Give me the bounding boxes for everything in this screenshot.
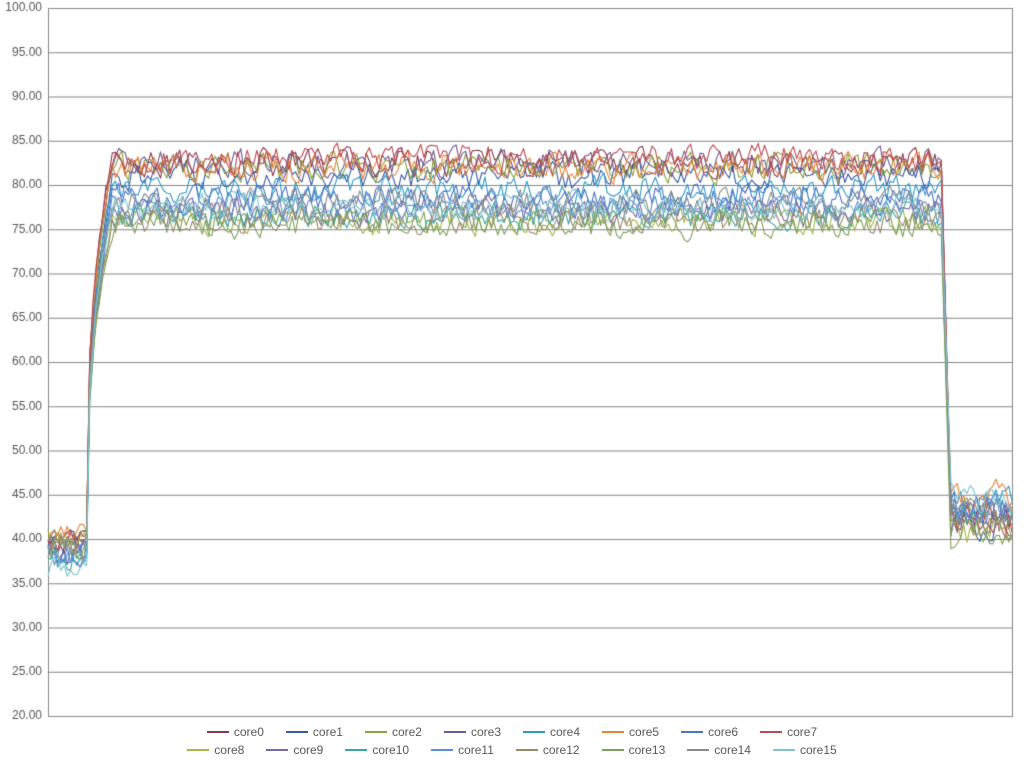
legend: core0 core1 core2 core3 core4 core5 core6 core7…: [0, 725, 1024, 761]
legend-swatch-core7: [760, 731, 782, 733]
legend-swatch-core15: [773, 749, 795, 751]
legend-item-core14: core14: [687, 743, 751, 757]
legend-swatch-core14: [687, 749, 709, 751]
legend-swatch-core0: [207, 731, 229, 733]
legend-item-core6: core6: [681, 725, 738, 739]
legend-label-core13: core13: [629, 743, 666, 757]
legend-label-core10: core10: [372, 743, 409, 757]
core-temperature-line-chart: [0, 0, 1024, 769]
legend-item-core1: core1: [286, 725, 343, 739]
legend-item-core3: core3: [444, 725, 501, 739]
legend-swatch-core3: [444, 731, 466, 733]
legend-label-core12: core12: [543, 743, 580, 757]
legend-label-core2: core2: [392, 725, 422, 739]
legend-item-core4: core4: [523, 725, 580, 739]
legend-item-core13: core13: [602, 743, 666, 757]
legend-item-core7: core7: [760, 725, 817, 739]
legend-item-core8: core8: [187, 743, 244, 757]
legend-item-core15: core15: [773, 743, 837, 757]
legend-item-core2: core2: [365, 725, 422, 739]
legend-swatch-core9: [266, 749, 288, 751]
legend-swatch-core4: [523, 731, 545, 733]
legend-label-core0: core0: [234, 725, 264, 739]
legend-swatch-core6: [681, 731, 703, 733]
legend-item-core5: core5: [602, 725, 659, 739]
legend-swatch-core5: [602, 731, 624, 733]
legend-item-core9: core9: [266, 743, 323, 757]
legend-label-core8: core8: [214, 743, 244, 757]
legend-item-core10: core10: [345, 743, 409, 757]
legend-swatch-core8: [187, 749, 209, 751]
legend-item-core11: core11: [431, 743, 494, 757]
legend-label-core7: core7: [787, 725, 817, 739]
legend-item-core0: core0: [207, 725, 264, 739]
legend-label-core11: core11: [458, 743, 494, 757]
legend-swatch-core11: [431, 749, 453, 751]
legend-row-1: core0 core1 core2 core3 core4 core5 core6 core7: [0, 725, 1024, 739]
legend-swatch-core10: [345, 749, 367, 751]
legend-label-core9: core9: [293, 743, 323, 757]
legend-swatch-core12: [516, 749, 538, 751]
legend-row-2: core8 core9 core10 core11 core12 core13 core14…: [0, 743, 1024, 757]
legend-label-core3: core3: [471, 725, 501, 739]
legend-label-core4: core4: [550, 725, 580, 739]
legend-swatch-core1: [286, 731, 308, 733]
legend-label-core6: core6: [708, 725, 738, 739]
legend-item-core12: core12: [516, 743, 580, 757]
legend-label-core14: core14: [714, 743, 751, 757]
legend-swatch-core13: [602, 749, 624, 751]
legend-label-core1: core1: [313, 725, 343, 739]
legend-label-core5: core5: [629, 725, 659, 739]
legend-swatch-core2: [365, 731, 387, 733]
legend-label-core15: core15: [800, 743, 837, 757]
